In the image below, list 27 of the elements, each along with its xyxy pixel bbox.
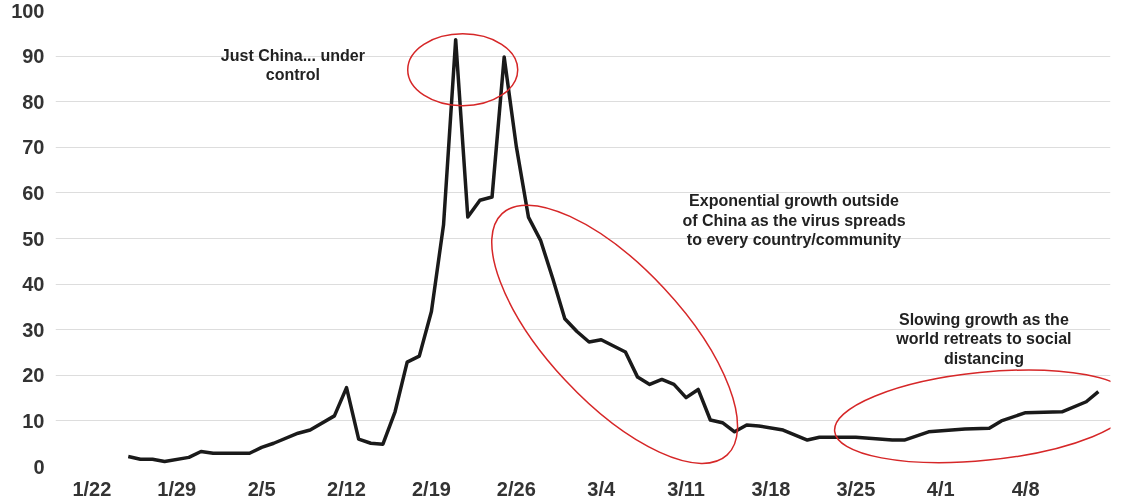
annotation: Slowing growth as the world retreats to social distancing bbox=[895, 310, 1072, 367]
x-tick-label: 2/5 bbox=[247, 477, 276, 500]
x-tick-label: 1/29 bbox=[157, 477, 197, 500]
y-tick-label: 50 bbox=[22, 227, 45, 250]
annotation: Exponential growth outside of China as the virus spreads to every country/community bbox=[682, 192, 906, 249]
x-tick-label: 3/4 bbox=[587, 477, 616, 500]
x-tick-label: 3/11 bbox=[667, 477, 705, 500]
annotation: Just China... under control bbox=[220, 46, 365, 84]
x-tick-label: 4/8 bbox=[1011, 477, 1040, 500]
x-tick-label: 3/25 bbox=[836, 477, 876, 500]
x-tick-label: 1/22 bbox=[72, 477, 112, 500]
y-tick-label: 100 bbox=[11, 0, 45, 22]
y-tick-label: 40 bbox=[22, 273, 45, 296]
y-tick-label: 70 bbox=[22, 136, 45, 159]
y-tick-label: 20 bbox=[22, 364, 45, 387]
y-tick-label: 10 bbox=[22, 409, 45, 432]
x-tick-label: 2/12 bbox=[327, 477, 367, 500]
y-tick-label: 60 bbox=[22, 181, 45, 204]
x-tick-label: 3/18 bbox=[751, 477, 791, 500]
y-tick-label: 90 bbox=[22, 45, 45, 68]
x-tick-label: 2/19 bbox=[411, 477, 451, 500]
x-tick-label: 4/1 bbox=[926, 477, 955, 500]
y-tick-label: 0 bbox=[33, 455, 45, 478]
line-series bbox=[126, 37, 1101, 464]
y-tick-label: 30 bbox=[22, 318, 45, 341]
x-tick-label: 2/26 bbox=[496, 477, 536, 500]
y-tick-label: 80 bbox=[22, 90, 45, 113]
